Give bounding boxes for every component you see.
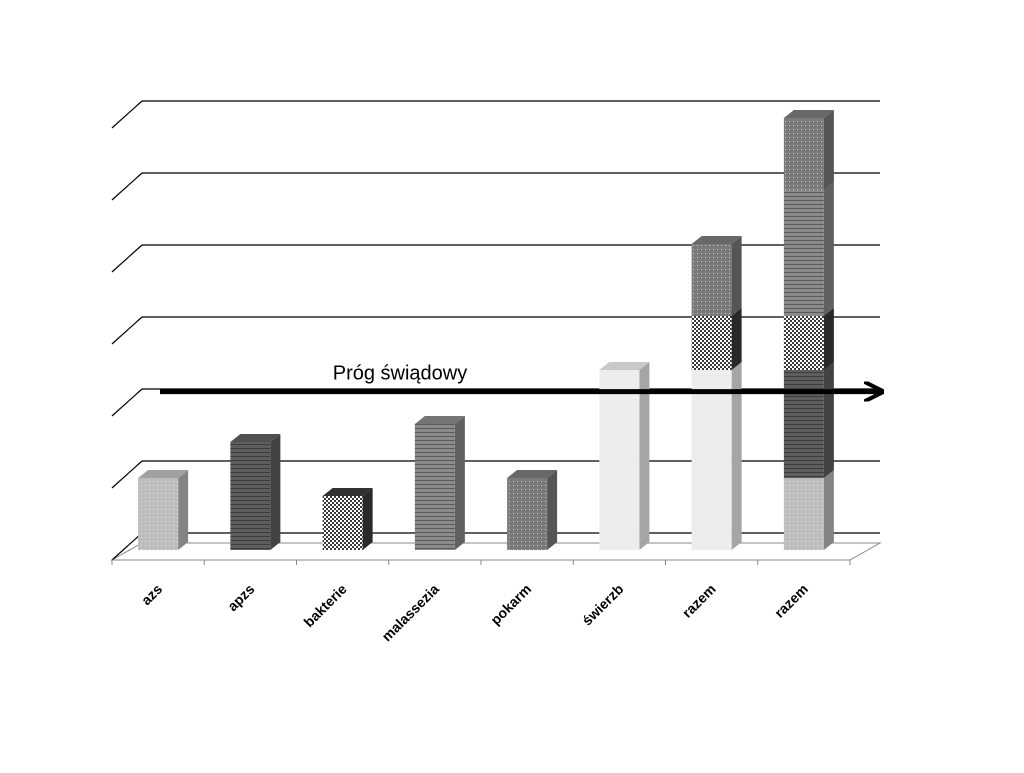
- bar: [691, 244, 732, 316]
- x-tick-label: razem: [771, 581, 811, 621]
- x-tick-label: azs: [138, 581, 165, 608]
- bar-top: [783, 110, 834, 118]
- grid-line: [111, 460, 143, 489]
- bar: [691, 370, 732, 550]
- bar-side: [362, 488, 373, 550]
- floor: [110, 542, 882, 561]
- bar: [783, 370, 824, 478]
- grid-line: [111, 388, 143, 417]
- bar-side: [639, 362, 650, 550]
- bar-top: [599, 362, 650, 370]
- bar-side: [731, 308, 742, 370]
- grid-line: [111, 532, 143, 561]
- bar-top: [691, 236, 742, 244]
- threshold-label: Próg świądowy: [333, 363, 468, 385]
- bar-side: [547, 470, 558, 550]
- bar: [414, 424, 455, 550]
- x-tick-label: apzs: [224, 581, 257, 614]
- bar: [599, 370, 640, 550]
- x-tick-label: pokarm: [487, 581, 534, 628]
- bar: [507, 478, 548, 550]
- bar: [783, 316, 824, 370]
- x-tick-label: bakterie: [300, 581, 349, 630]
- bar-side: [823, 470, 834, 550]
- bar-side: [823, 362, 834, 478]
- bar-side: [823, 308, 834, 370]
- bar-top: [414, 416, 465, 424]
- bar-side: [178, 470, 189, 550]
- bar: [691, 316, 732, 370]
- bar: [783, 118, 824, 190]
- bar-side: [270, 434, 281, 550]
- bar-side: [731, 362, 742, 550]
- bar-top: [322, 488, 373, 496]
- bar: [138, 478, 179, 550]
- grid-line: [111, 316, 143, 345]
- grid-line: [111, 100, 143, 129]
- bar-top: [230, 434, 281, 442]
- x-tick-label: malassezia: [378, 581, 442, 645]
- bar: [783, 478, 824, 550]
- bar: [322, 496, 363, 550]
- bar-top: [507, 470, 558, 478]
- bar: [783, 190, 824, 316]
- bar-side: [731, 236, 742, 316]
- bar-side: [823, 182, 834, 316]
- grid-line: [111, 244, 143, 273]
- bar: [230, 442, 271, 550]
- bar-side: [454, 416, 465, 550]
- x-tick-label: świerzb: [579, 581, 627, 629]
- x-tick-label: razem: [679, 581, 719, 621]
- bar-top: [138, 470, 189, 478]
- grid-line: [111, 172, 143, 201]
- bar-side: [823, 110, 834, 190]
